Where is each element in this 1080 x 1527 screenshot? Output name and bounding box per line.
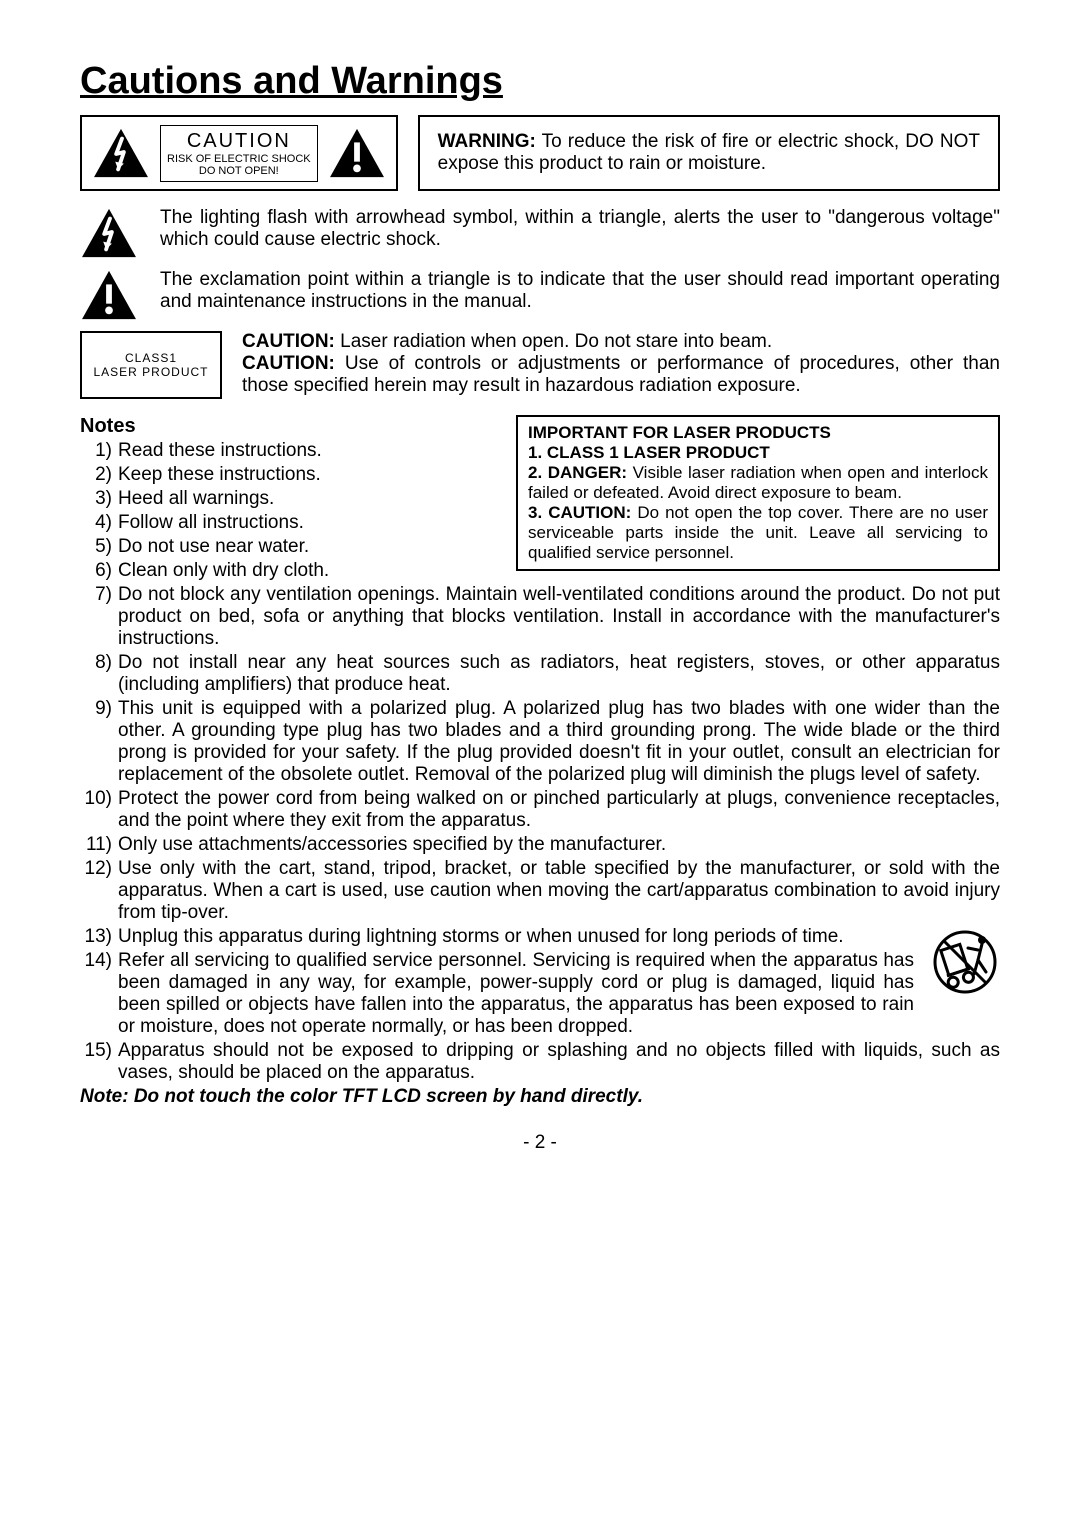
note-text: Clean only with dry cloth. [118, 560, 329, 581]
note-text: Only use attachments/accessories specifi… [118, 834, 666, 855]
note-text: Use only with the cart, stand, tripod, b… [118, 858, 1000, 923]
page-title: Cautions and Warnings [80, 60, 1000, 103]
laser-box-caution-strong: 3. CAUTION: [528, 503, 631, 522]
note-number: 10) [80, 788, 112, 810]
note-number: 9) [80, 698, 112, 720]
cart-tipover-icon [930, 930, 1000, 994]
note-text: Do not install near any heat sources suc… [118, 652, 1000, 695]
note-item: 14) Refer all servicing to qualified serv… [80, 950, 1000, 1038]
exclamation-triangle-icon [80, 269, 140, 321]
laser-caution1: Laser radiation when open. Do not stare … [335, 331, 772, 352]
exclaim-explanation-text: The exclamation point within a triangle … [160, 269, 1000, 313]
caution-label-line1: RISK OF ELECTRIC SHOCK [167, 153, 311, 165]
laser-box-caution: 3. CAUTION: Do not open the top cover. T… [528, 503, 988, 563]
note-number: 3) [80, 488, 112, 510]
footer-note: Note: Do not touch the color TFT LCD scr… [80, 1086, 1000, 1108]
laser-caution2: Use of controls or adjustments or perfor… [242, 353, 1000, 396]
laser-important-box: IMPORTANT FOR LASER PRODUCTS 1. CLASS 1 … [516, 415, 1000, 571]
note-item: 15) Apparatus should not be exposed to dr… [80, 1040, 1000, 1084]
note-number: 6) [80, 560, 112, 582]
note-number: 5) [80, 536, 112, 558]
caution-label-title: CAUTION [167, 130, 311, 153]
caution-label-line2: DO NOT OPEN! [167, 165, 311, 177]
laser-caution2-strong: CAUTION: [242, 353, 335, 374]
notes-section: IMPORTANT FOR LASER PRODUCTS 1. CLASS 1 … [80, 415, 1000, 1154]
note-text: Protect the power cord from being walked… [118, 788, 1000, 831]
page: Cautions and Warnings CAUTION RISK OF EL… [0, 0, 1080, 1527]
note-text: Refer all servicing to qualified service… [118, 950, 914, 1037]
exclamation-triangle-icon [328, 127, 386, 179]
note-number: 14) [80, 950, 112, 972]
note-number: 8) [80, 652, 112, 674]
note-text: Read these instructions. [118, 440, 322, 461]
caution-label-box: CAUTION RISK OF ELECTRIC SHOCK DO NOT OP… [160, 125, 318, 182]
laser-class-line1: CLASS1 [86, 351, 216, 365]
caution-panel: CAUTION RISK OF ELECTRIC SHOCK DO NOT OP… [80, 115, 398, 191]
page-number: - 2 - [80, 1132, 1000, 1154]
note-text: Follow all instructions. [118, 512, 304, 533]
note-number: 7) [80, 584, 112, 606]
note-text: Do not block any ventilation openings. M… [118, 584, 1000, 649]
bolt-triangle-icon [92, 127, 150, 179]
note-number: 1) [80, 440, 112, 462]
note-item: 8) Do not install near any heat sources s… [80, 652, 1000, 696]
warning-box: WARNING: To reduce the risk of fire or e… [418, 115, 1000, 191]
note-item: 10) Protect the power cord from being wal… [80, 788, 1000, 832]
note-text: Unplug this apparatus during lightning s… [118, 926, 844, 947]
exclaim-explanation-row: The exclamation point within a triangle … [80, 269, 1000, 321]
note-text: Keep these instructions. [118, 464, 321, 485]
laser-class-line2: LASER PRODUCT [86, 365, 216, 379]
note-text: Apparatus should not be exposed to dripp… [118, 1040, 1000, 1083]
note-item: 12) Use only with the cart, stand, tripod… [80, 858, 1000, 924]
note-number: 4) [80, 512, 112, 534]
laser-box-heading2: 1. CLASS 1 LASER PRODUCT [528, 443, 988, 463]
note-number: 15) [80, 1040, 112, 1062]
top-warning-row: CAUTION RISK OF ELECTRIC SHOCK DO NOT OP… [80, 115, 1000, 191]
note-item: 13) Unplug this apparatus during lightnin… [80, 926, 1000, 948]
bolt-triangle-icon [80, 207, 140, 259]
note-number: 12) [80, 858, 112, 880]
note-item: 7) Do not block any ventilation openings.… [80, 584, 1000, 650]
warning-strong: WARNING: [438, 131, 536, 152]
bolt-explanation-row: The lighting flash with arrowhead symbol… [80, 207, 1000, 259]
laser-caution-text: CAUTION: Laser radiation when open. Do n… [242, 331, 1000, 397]
note-number: 2) [80, 464, 112, 486]
note-text: Do not use near water. [118, 536, 309, 557]
laser-row: CLASS1 LASER PRODUCT CAUTION: Laser radi… [80, 331, 1000, 399]
note-number: 13) [80, 926, 112, 948]
laser-box-heading1: IMPORTANT FOR LASER PRODUCTS [528, 423, 988, 443]
bolt-explanation-text: The lighting flash with arrowhead symbol… [160, 207, 1000, 251]
note-text: Heed all warnings. [118, 488, 274, 509]
laser-class-label: CLASS1 LASER PRODUCT [80, 331, 222, 399]
note-number: 11) [80, 834, 112, 856]
note-item: 9) This unit is equipped with a polarized… [80, 698, 1000, 786]
note-text: This unit is equipped with a polarized p… [118, 698, 1000, 785]
laser-box-danger: 2. DANGER: Visible laser radiation when … [528, 463, 988, 503]
note-item: 11) Only use attachments/accessories spec… [80, 834, 1000, 856]
laser-box-danger-strong: 2. DANGER: [528, 463, 627, 482]
laser-caution1-strong: CAUTION: [242, 331, 335, 352]
